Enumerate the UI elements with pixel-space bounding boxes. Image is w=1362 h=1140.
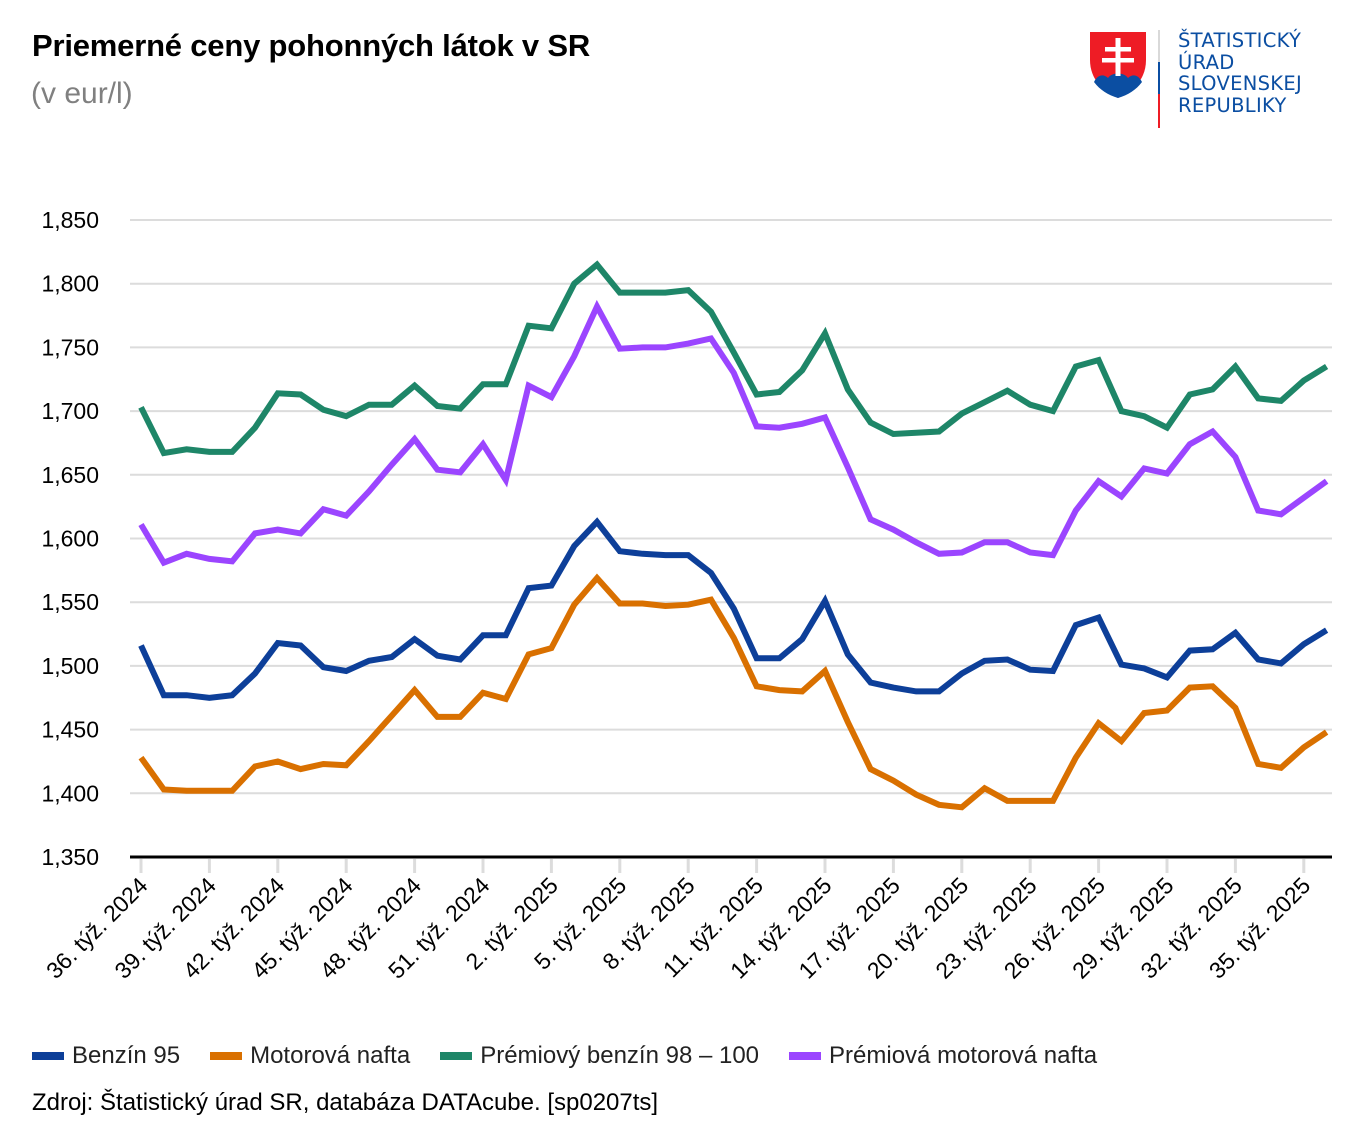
y-tick-label: 1,650 (41, 462, 99, 488)
y-tick-label: 1,800 (41, 271, 99, 297)
legend-item-benzin-95[interactable]: Benzín 95 (32, 1042, 180, 1070)
series-line-motorov-nafta (138, 573, 1329, 811)
x-axis-ticks (139, 859, 1306, 873)
logo-line: ŠTATISTICKÝ (1178, 29, 1302, 52)
legend-item-premiovy-benzin[interactable]: Prémiový benzín 98 – 100 (440, 1042, 759, 1070)
y-tick-label: 1,500 (41, 653, 99, 679)
chart-subtitle: (v eur/l) (31, 77, 133, 110)
series-line-benz-n-95 (138, 517, 1329, 701)
series-line-pr-miov-benz-n-98-100 (138, 260, 1329, 457)
slovak-coat-of-arms-icon (1090, 32, 1146, 98)
legend-swatch (210, 1052, 243, 1060)
series-lines (138, 260, 1329, 811)
legend-item-motorova-nafta[interactable]: Motorová nafta (210, 1042, 410, 1070)
legend-swatch (789, 1052, 822, 1060)
legend-swatch (440, 1052, 473, 1060)
logo-line: REPUBLIKY (1178, 93, 1287, 117)
legend-label: Prémiový benzín 98 – 100 (480, 1042, 760, 1069)
legend-label: Benzín 95 (72, 1042, 181, 1069)
y-tick-label: 1,450 (41, 717, 99, 743)
gridlines (130, 219, 1332, 795)
y-tick-label: 1,350 (41, 844, 99, 870)
logo-text: ŠTATISTICKÝ ÚRAD SLOVENSKEJ REPUBLIKY (1178, 30, 1302, 116)
logo-line: ÚRAD (1178, 50, 1235, 74)
y-tick-label: 1,400 (41, 780, 99, 806)
y-tick-label: 1,600 (41, 526, 99, 552)
legend-item-premiova-motorova-nafta[interactable]: Prémiová motorová nafta (789, 1042, 1097, 1070)
chart-title: Priemerné ceny pohonných látok v SR (32, 28, 591, 63)
statistical-office-logo: ŠTATISTICKÝ ÚRAD SLOVENSKEJ REPUBLIKY (1088, 30, 1328, 130)
y-tick-label: 1,750 (41, 334, 99, 360)
y-axis-tick-labels: 1,350 1,400 1,450 1,500 1,550 1,600 1,650 1,700… (41, 207, 99, 870)
logo-line: SLOVENSKEJ (1178, 72, 1303, 95)
y-tick-label: 1,550 (41, 589, 99, 615)
series-line-pr-miov-motorov-nafta (138, 299, 1329, 567)
legend-label: Motorová nafta (250, 1042, 411, 1069)
y-tick-label: 1,700 (41, 398, 99, 424)
legend-swatch (32, 1052, 64, 1060)
y-tick-label: 1,850 (41, 207, 99, 233)
source-note: Zdroj: Štatistický úrad SR, databáza DAT… (32, 1089, 659, 1116)
legend: Benzín 95 Motorová nafta Prémiový benzín… (32, 1042, 1127, 1070)
logo-divider (1158, 30, 1160, 128)
legend-label: Prémiová motorová nafta (829, 1042, 1098, 1069)
line-chart: 1,350 1,400 1,450 1,500 1,550 1,600 1,650 1,700… (41, 207, 1332, 984)
